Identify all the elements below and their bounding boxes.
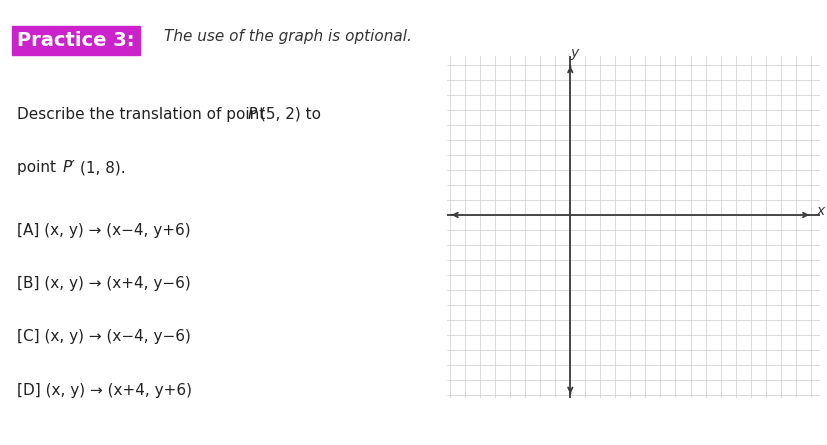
Text: [A] (x, y) → (x−4, y+6): [A] (x, y) → (x−4, y+6) [17,222,190,238]
Text: x: x [815,204,824,218]
Text: Describe the translation of point: Describe the translation of point [17,107,270,122]
Text: y: y [570,46,578,60]
Text: P: P [248,107,257,122]
Text: The use of the graph is optional.: The use of the graph is optional. [164,29,411,44]
Text: (1, 8).: (1, 8). [79,160,125,175]
Text: [B] (x, y) → (x+4, y−6): [B] (x, y) → (x+4, y−6) [17,276,191,291]
Text: Practice 3:: Practice 3: [17,31,135,50]
Text: [C] (x, y) → (x−4, y−6): [C] (x, y) → (x−4, y−6) [17,329,191,344]
Text: (5, 2) to: (5, 2) to [261,107,321,122]
Text: [D] (x, y) → (x+4, y+6): [D] (x, y) → (x+4, y+6) [17,383,192,398]
Text: point: point [17,160,61,175]
Text: P′: P′ [62,160,75,175]
